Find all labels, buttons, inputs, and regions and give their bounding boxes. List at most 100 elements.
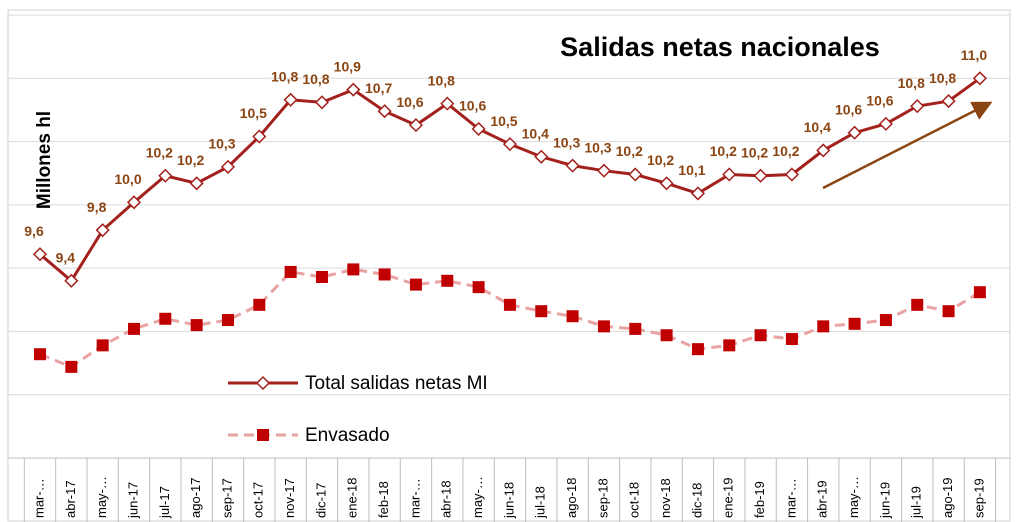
point-marker	[283, 92, 298, 107]
data-label: 10,0	[114, 171, 141, 187]
point-marker	[942, 305, 955, 318]
point-marker	[534, 149, 549, 164]
data-label: 9,4	[56, 250, 76, 266]
data-label: 9,8	[87, 199, 107, 215]
legend-marker	[257, 429, 269, 441]
point-marker	[502, 137, 518, 152]
point-marker	[817, 320, 830, 333]
data-label: 10,6	[396, 94, 423, 110]
point-marker	[847, 125, 862, 140]
point-marker	[535, 305, 548, 318]
point-marker	[660, 329, 673, 342]
x-tick-label: jun-18	[501, 482, 516, 519]
x-tick-label: ago-19	[940, 478, 955, 518]
x-tick-label: nov-17	[282, 478, 297, 518]
x-tick-label: ene-19	[721, 478, 736, 518]
x-tick-label: mar-…	[407, 478, 422, 518]
x-tick-label: may-…	[846, 476, 861, 518]
x-tick-label: sep-17	[219, 478, 234, 518]
data-label: 10,2	[177, 152, 204, 168]
point-marker	[159, 312, 172, 325]
data-label: 10,2	[647, 152, 674, 168]
point-marker	[346, 82, 361, 97]
point-marker	[221, 314, 234, 327]
data-label: 10,8	[929, 70, 956, 86]
point-marker	[784, 167, 799, 182]
x-tick-label: feb-19	[752, 481, 767, 518]
data-label: 10,3	[208, 136, 235, 152]
point-marker	[96, 339, 109, 352]
point-marker	[596, 163, 612, 178]
point-marker	[565, 158, 580, 173]
x-tick-label: jul-18	[533, 486, 548, 519]
x-tick-label: abr-19	[815, 480, 830, 518]
x-tick-label: mar-…	[783, 478, 798, 518]
point-marker	[32, 247, 48, 262]
point-marker	[347, 263, 360, 276]
data-label: 10,5	[490, 113, 517, 129]
point-marker	[879, 314, 892, 327]
data-label: 10,5	[240, 105, 267, 121]
point-marker	[471, 121, 486, 136]
data-label: 10,6	[866, 93, 893, 109]
point-marker	[253, 298, 266, 311]
x-tick-label: dic-17	[313, 483, 328, 518]
point-marker	[284, 265, 297, 278]
point-marker	[377, 104, 392, 119]
data-label: 11,0	[961, 47, 988, 63]
point-marker	[408, 118, 424, 133]
legend-marker	[255, 375, 271, 391]
point-marker	[190, 319, 203, 332]
point-marker	[785, 333, 798, 346]
point-marker	[659, 176, 674, 191]
point-marker	[158, 168, 173, 183]
x-tick-label: may-…	[470, 476, 485, 518]
data-label: 10,7	[365, 80, 392, 96]
point-marker	[189, 176, 204, 191]
point-marker	[378, 268, 391, 281]
point-marker	[441, 274, 454, 287]
point-marker	[95, 223, 110, 238]
point-marker	[878, 116, 893, 131]
point-marker	[911, 298, 924, 311]
point-marker	[690, 186, 705, 201]
x-tick-label: ago-18	[564, 478, 579, 518]
point-marker	[503, 298, 516, 311]
data-label: 9,6	[24, 223, 44, 239]
point-marker	[628, 167, 643, 182]
data-label: 10,6	[459, 98, 486, 114]
point-marker	[440, 96, 455, 111]
point-marker	[314, 95, 330, 110]
point-marker	[941, 94, 956, 109]
x-tick-label: dic-18	[689, 483, 704, 518]
data-label: 10,2	[772, 143, 799, 159]
point-marker	[816, 143, 831, 158]
point-marker	[65, 360, 78, 373]
point-marker	[972, 71, 987, 86]
x-tick-label: jul-17	[157, 486, 172, 519]
data-label: 10,3	[553, 134, 580, 150]
point-marker	[409, 278, 422, 291]
point-marker	[220, 159, 236, 174]
data-label: 10,1	[678, 162, 705, 178]
point-marker	[127, 322, 140, 335]
x-tick-label: jul-19	[909, 486, 924, 519]
trend-arrow	[822, 101, 993, 190]
x-tick-label: mar-…	[31, 478, 46, 518]
data-label: 10,2	[710, 143, 737, 159]
x-tick-label: oct-17	[251, 482, 266, 518]
data-label: 10,2	[616, 143, 643, 159]
point-marker	[252, 129, 267, 144]
series-line	[39, 267, 981, 369]
point-marker	[848, 317, 861, 330]
point-marker	[754, 329, 767, 342]
point-marker	[315, 271, 328, 284]
data-label: 10,9	[334, 58, 361, 74]
x-tick-label: jun-17	[125, 482, 140, 519]
y-axis-label: Millones hl	[34, 111, 55, 209]
point-marker	[126, 195, 142, 210]
x-tick-label: ene-18	[345, 478, 360, 518]
data-label: 10,8	[302, 71, 329, 87]
